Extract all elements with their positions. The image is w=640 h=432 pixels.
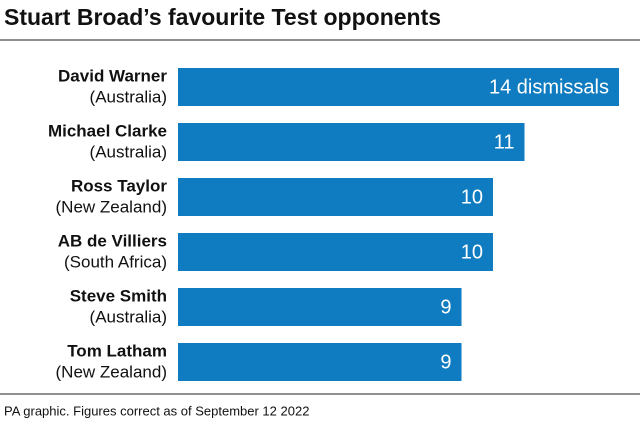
country-label: (Australia) xyxy=(90,307,167,326)
data-label: 10 xyxy=(461,241,483,263)
data-label: 9 xyxy=(440,351,451,373)
data-label: 9 xyxy=(440,296,451,318)
data-label: 14 dismissals xyxy=(489,76,609,98)
chart-title: Stuart Broad’s favourite Test opponents xyxy=(4,4,441,30)
bar xyxy=(178,178,493,216)
bar xyxy=(178,123,525,161)
country-label: (Australia) xyxy=(90,142,167,161)
bar xyxy=(178,68,619,106)
category-label: Ross Taylor xyxy=(71,176,167,195)
category-label: Tom Latham xyxy=(67,341,167,360)
bar xyxy=(178,233,493,271)
source-note: PA graphic. Figures correct as of Septem… xyxy=(4,403,309,418)
data-label: 10 xyxy=(461,186,483,208)
country-label: (Australia) xyxy=(90,87,167,106)
country-label: (South Africa) xyxy=(64,252,167,271)
country-label: (New Zealand) xyxy=(56,197,168,216)
bar xyxy=(178,288,462,326)
category-label: Michael Clarke xyxy=(48,121,167,140)
country-label: (New Zealand) xyxy=(56,362,168,381)
data-label: 11 xyxy=(494,131,515,153)
category-label: David Warner xyxy=(58,66,167,85)
bar xyxy=(178,343,462,381)
category-label: AB de Villiers xyxy=(58,231,167,250)
category-label: Steve Smith xyxy=(70,286,167,305)
